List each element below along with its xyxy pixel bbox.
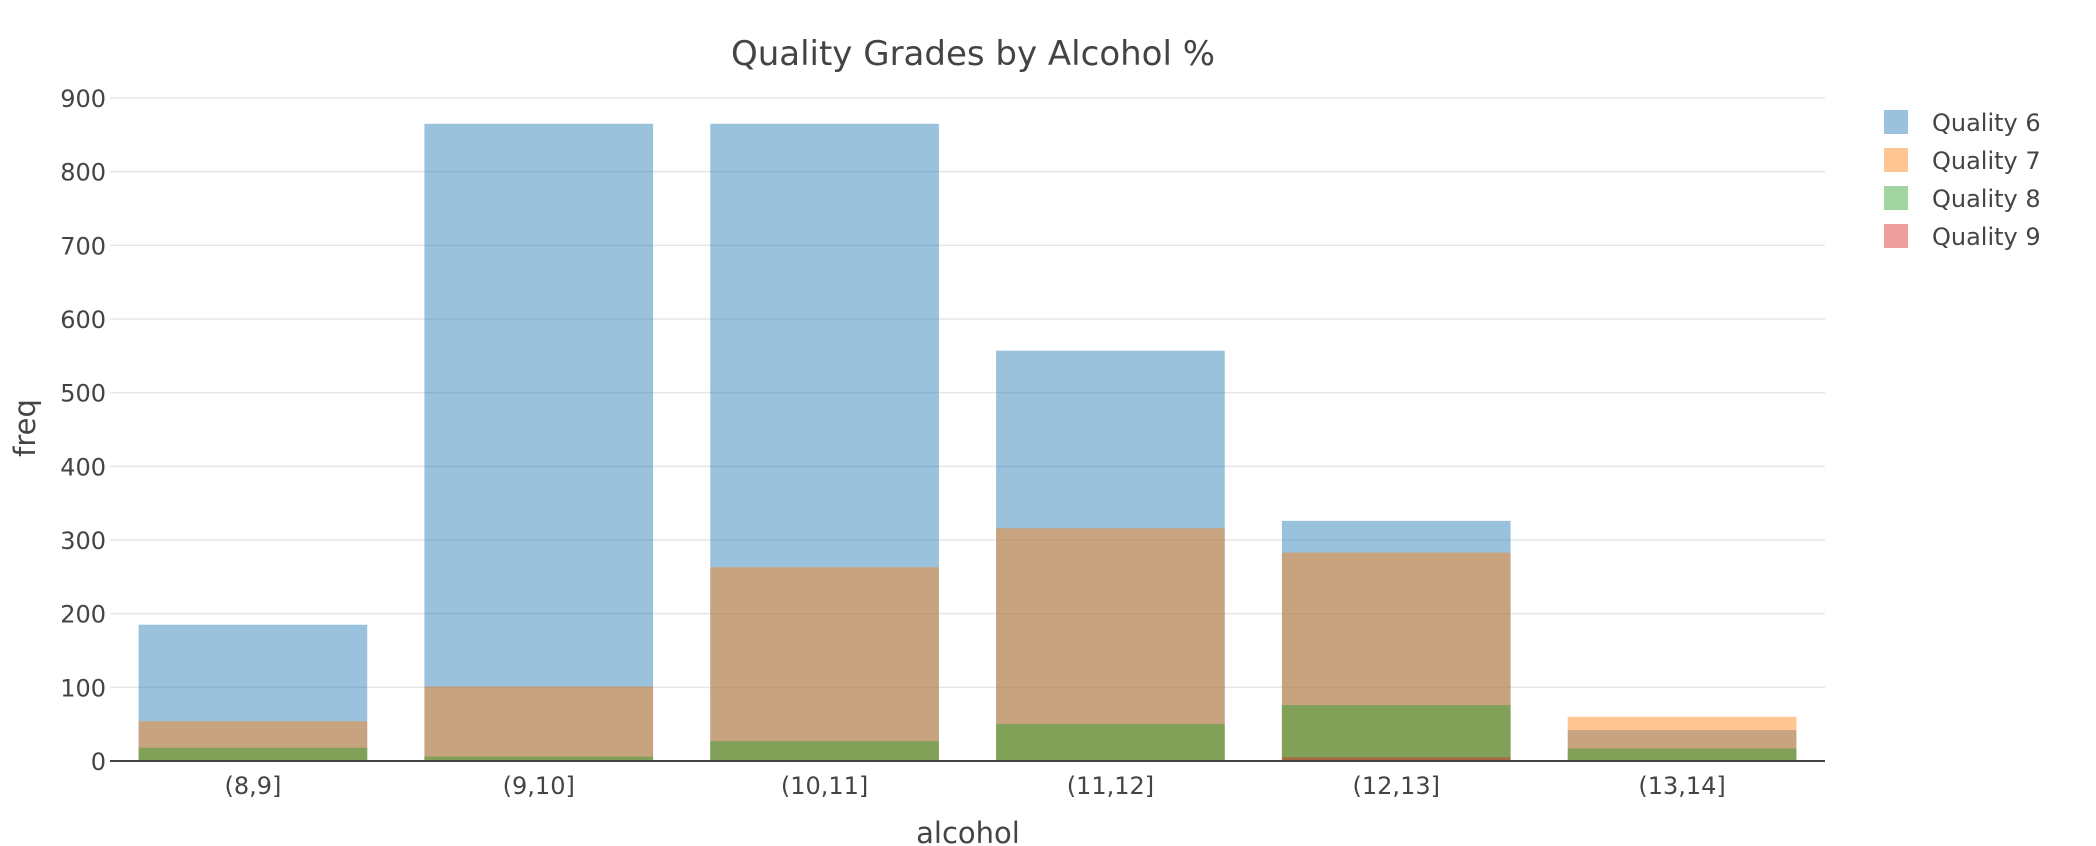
y-tick-label: 200 <box>60 601 106 629</box>
bar-quality-8-4 <box>1281 705 1511 761</box>
y-tick-label: 900 <box>60 85 106 113</box>
bar-quality-7-2 <box>710 567 939 761</box>
bar-quality-7-4 <box>1281 552 1511 761</box>
chart-title: Quality Grades by Alcohol % <box>731 34 1215 74</box>
bar-quality-6-4 <box>1281 520 1511 761</box>
bar-quality-7-0 <box>138 721 368 761</box>
legend-swatch <box>1884 186 1908 210</box>
bar-quality-8-5 <box>1567 748 1797 761</box>
x-tick-labels: (8,9] (9,10] (10,11] (11,12] (12,13] (13,14] <box>224 772 1725 800</box>
legend-label: Quality 6 <box>1932 109 2041 137</box>
bar-quality-8-0 <box>138 747 368 761</box>
legend: Quality 6 Quality 7 Quality 8 Quality 9 <box>1884 109 2041 251</box>
bar-quality-6-3 <box>996 350 1225 761</box>
legend-swatch <box>1884 148 1908 172</box>
x-tick-label: (12,13] <box>1353 772 1440 800</box>
bar-quality-6-5 <box>1567 730 1797 761</box>
y-tick-label: 800 <box>60 159 106 187</box>
bar-quality-6-2 <box>710 123 939 762</box>
y-tick-label: 300 <box>60 527 106 555</box>
legend-label: Quality 9 <box>1932 223 2041 251</box>
bar-quality-7-3 <box>996 528 1225 761</box>
y-tick-labels: 0 100 200 300 400 500 600 700 800 900 <box>60 85 106 776</box>
y-axis-label: freq <box>8 399 42 457</box>
bar-quality-8-2 <box>710 741 939 761</box>
legend-swatch <box>1884 224 1908 248</box>
gridlines <box>110 97 1825 689</box>
legend-label: Quality 8 <box>1932 185 2041 213</box>
x-tick-label: (13,14] <box>1638 772 1725 800</box>
bar-quality-8-3 <box>996 724 1225 761</box>
x-axis-label: alcohol <box>916 816 1020 846</box>
y-tick-label: 400 <box>60 453 106 481</box>
y-tick-label: 100 <box>60 674 106 702</box>
bars <box>138 123 1797 762</box>
legend-label: Quality 7 <box>1932 147 2041 175</box>
x-tick-label: (9,10] <box>503 772 575 800</box>
x-tick-label: (10,11] <box>781 772 868 800</box>
x-tick-label: (11,12] <box>1067 772 1154 800</box>
bar-quality-6-0 <box>138 624 368 761</box>
y-tick-label: 600 <box>60 306 106 334</box>
y-tick-label: 500 <box>60 380 106 408</box>
bar-quality-8-1 <box>424 756 654 761</box>
legend-swatch <box>1884 110 1908 134</box>
bar-quality-7-5 <box>1567 716 1797 761</box>
y-tick-label: 700 <box>60 232 106 260</box>
y-tick-label: 0 <box>91 748 106 776</box>
bar-quality-6-1 <box>424 123 654 762</box>
bar-quality-9-4 <box>1281 757 1511 761</box>
x-tick-label: (8,9] <box>224 772 281 800</box>
bar-quality-7-1 <box>424 686 654 761</box>
